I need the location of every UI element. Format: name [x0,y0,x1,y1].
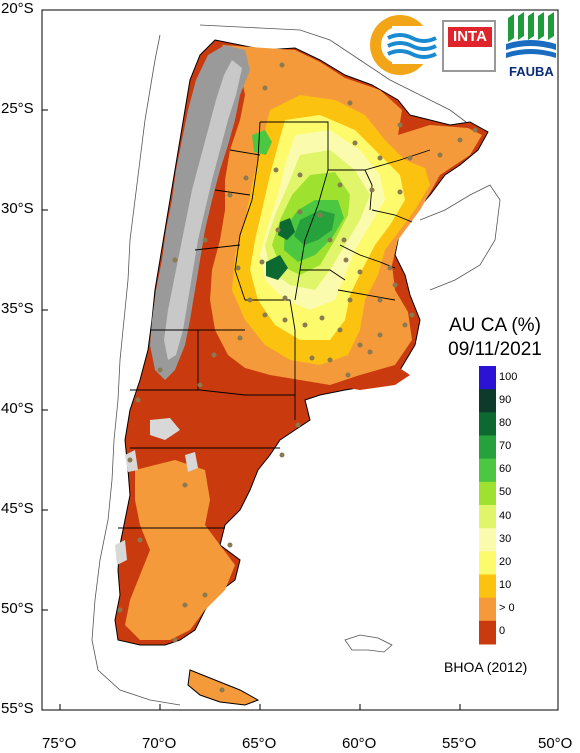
zone-tucuman [252,130,272,155]
legend-label: 50 [499,486,512,499]
legend-swatch [479,412,496,436]
legend-swatch [479,481,496,506]
inta-emblem-logo [370,15,437,75]
lat-label: 55°S [1,700,34,717]
legend-swatch [479,620,496,645]
inta-logo: INTA [442,20,496,72]
legend-label: 30 [499,532,512,545]
zone-deepgreen-2 [266,255,288,280]
andes-light [164,60,242,360]
weather-stations [117,62,478,693]
fauba-emblem-logo [506,12,556,58]
lat-label: 25°S [1,100,34,117]
legend-label: 90 [499,393,512,406]
lon-label: 60°O [342,735,377,752]
lon-label: 50°O [538,735,573,752]
lon-label: 70°O [142,735,177,752]
legend-swatch [479,505,496,529]
brazil-uruguay-border [419,184,501,291]
axis-ticks [42,9,559,711]
legend-swatch [479,435,496,460]
lat-label: 45°S [1,500,34,517]
legend-colorbar [479,366,496,645]
legend-label: 100 [499,370,518,383]
legend-label: 70 [499,440,512,453]
legend-swatch [479,551,496,575]
zone-darkgreen [294,210,335,245]
tierra-del-fuego [187,669,260,706]
legend-swatch [479,597,496,622]
bolivia-paraguay-border [199,24,471,126]
legend-swatch [479,458,496,483]
legend-swatch [479,574,496,599]
zone-deepgreen [278,218,295,240]
lon-label: 55°O [442,735,477,752]
lat-label: 35°S [1,300,34,317]
legend-label: 20 [499,555,512,568]
legend-label: 0 [499,625,506,638]
andes-patches [115,418,198,565]
lat-label: 40°S [1,400,34,417]
lat-label: 20°S [1,0,34,17]
lat-label: 30°S [1,200,34,217]
legend-label: 80 [499,416,512,429]
map-title-variable: AU CA (%) [449,315,541,336]
legend-swatch [479,389,496,413]
lon-label: 65°O [242,735,277,752]
lon-label: 75°O [42,735,77,752]
source-note: BHOA (2012) [444,659,528,675]
falklands-outline [344,634,393,653]
legend-label: 40 [499,509,512,522]
legend-swatch [479,366,496,390]
legend-label: 60 [499,463,512,476]
legend-label: 10 [499,579,512,592]
fauba-logo-text: FAUBA [509,64,554,79]
legend-swatch [479,528,496,552]
map-title-date: 09/11/2021 [448,339,542,360]
chile-coastline [91,34,181,706]
lat-label: 50°S [1,600,34,617]
legend-label: > 0 [499,602,515,615]
inta-logo-text: INTA [448,27,492,47]
zone-dry-south [330,365,410,390]
